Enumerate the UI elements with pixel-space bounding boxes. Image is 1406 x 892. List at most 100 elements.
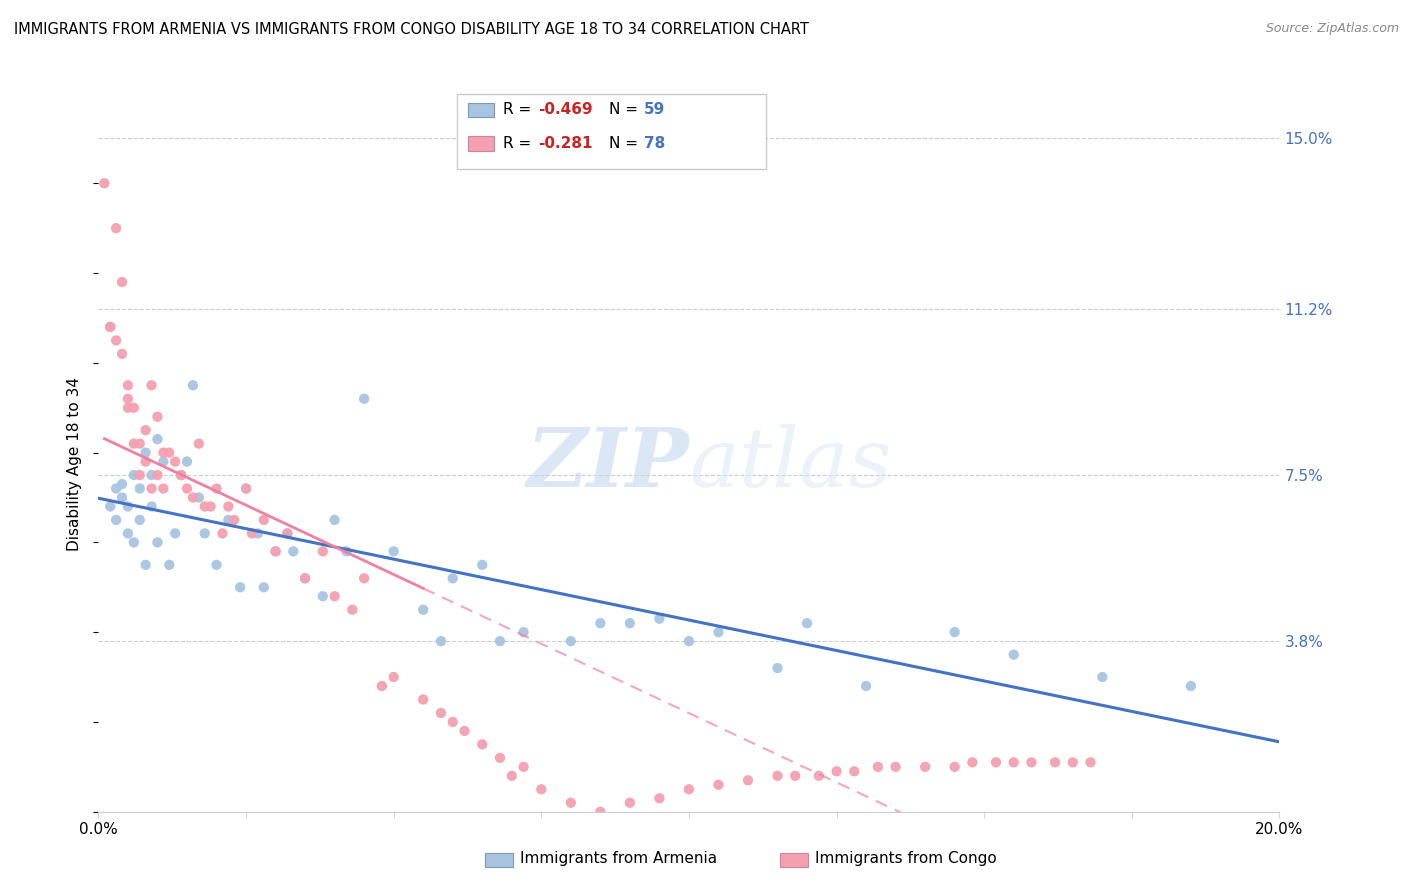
- Point: [170, 468, 193, 483]
- Text: 59: 59: [644, 103, 665, 117]
- Point: [962, 756, 984, 770]
- Point: [152, 445, 174, 459]
- Point: [205, 558, 228, 572]
- Point: [111, 491, 134, 505]
- Point: [111, 275, 134, 289]
- Point: [176, 454, 198, 468]
- Point: [766, 769, 789, 783]
- Point: [146, 468, 169, 483]
- Point: [235, 482, 257, 496]
- Text: Immigrants from Congo: Immigrants from Congo: [815, 851, 997, 865]
- Point: [157, 558, 180, 572]
- Point: [866, 760, 889, 774]
- Point: [441, 714, 464, 729]
- Point: [122, 468, 145, 483]
- Point: [589, 616, 612, 631]
- Point: [430, 706, 453, 720]
- Text: Source: ZipAtlas.com: Source: ZipAtlas.com: [1265, 22, 1399, 36]
- Text: -0.281: -0.281: [538, 136, 593, 151]
- Point: [283, 544, 305, 558]
- Text: ZIP: ZIP: [526, 424, 689, 504]
- Point: [412, 692, 434, 706]
- Point: [294, 571, 316, 585]
- Point: [93, 176, 115, 190]
- Point: [276, 526, 298, 541]
- Point: [707, 625, 730, 640]
- Point: [560, 634, 582, 648]
- Point: [489, 634, 512, 648]
- Point: [187, 436, 209, 450]
- Text: R =: R =: [503, 136, 537, 151]
- Point: [235, 482, 257, 496]
- Point: [146, 432, 169, 446]
- Point: [1002, 648, 1025, 662]
- Point: [141, 500, 163, 514]
- Point: [205, 482, 228, 496]
- Point: [135, 445, 157, 459]
- Point: [619, 796, 641, 810]
- Point: [1080, 756, 1102, 770]
- Point: [335, 544, 357, 558]
- Text: IMMIGRANTS FROM ARMENIA VS IMMIGRANTS FROM CONGO DISABILITY AGE 18 TO 34 CORRELA: IMMIGRANTS FROM ARMENIA VS IMMIGRANTS FR…: [14, 22, 808, 37]
- Point: [382, 544, 405, 558]
- Point: [855, 679, 877, 693]
- Point: [512, 760, 534, 774]
- Point: [105, 482, 128, 496]
- Point: [382, 670, 405, 684]
- Point: [105, 221, 128, 235]
- Text: R =: R =: [503, 103, 537, 117]
- Point: [98, 320, 121, 334]
- Y-axis label: Disability Age 18 to 34: Disability Age 18 to 34: [67, 376, 83, 551]
- Point: [441, 571, 464, 585]
- Point: [128, 482, 150, 496]
- Point: [170, 468, 193, 483]
- Point: [111, 347, 134, 361]
- Point: [1180, 679, 1202, 693]
- Point: [501, 769, 523, 783]
- Point: [530, 782, 553, 797]
- Point: [135, 454, 157, 468]
- Point: [122, 535, 145, 549]
- Point: [146, 409, 169, 424]
- Point: [117, 392, 139, 406]
- Point: [224, 513, 246, 527]
- Point: [229, 580, 252, 594]
- Point: [294, 571, 316, 585]
- Point: [943, 625, 966, 640]
- Point: [98, 320, 121, 334]
- Point: [194, 500, 217, 514]
- Point: [884, 760, 907, 774]
- Point: [453, 723, 475, 738]
- Point: [211, 526, 233, 541]
- Point: [323, 513, 346, 527]
- Point: [796, 616, 818, 631]
- Point: [141, 378, 163, 392]
- Point: [648, 612, 671, 626]
- Point: [1002, 756, 1025, 770]
- Point: [766, 661, 789, 675]
- Point: [323, 589, 346, 603]
- Point: [200, 500, 222, 514]
- Point: [412, 603, 434, 617]
- Point: [276, 526, 298, 541]
- Point: [844, 764, 866, 779]
- Point: [117, 378, 139, 392]
- Point: [648, 791, 671, 805]
- Point: [619, 616, 641, 631]
- Point: [1091, 670, 1114, 684]
- Text: 78: 78: [644, 136, 665, 151]
- Text: -0.469: -0.469: [538, 103, 593, 117]
- Point: [152, 482, 174, 496]
- Point: [264, 544, 287, 558]
- Point: [122, 436, 145, 450]
- Point: [1021, 756, 1043, 770]
- Point: [128, 436, 150, 450]
- Point: [253, 513, 276, 527]
- Point: [785, 769, 807, 783]
- Point: [187, 491, 209, 505]
- Point: [678, 782, 700, 797]
- Point: [371, 679, 394, 693]
- Point: [105, 334, 128, 348]
- Point: [353, 571, 375, 585]
- Point: [264, 544, 287, 558]
